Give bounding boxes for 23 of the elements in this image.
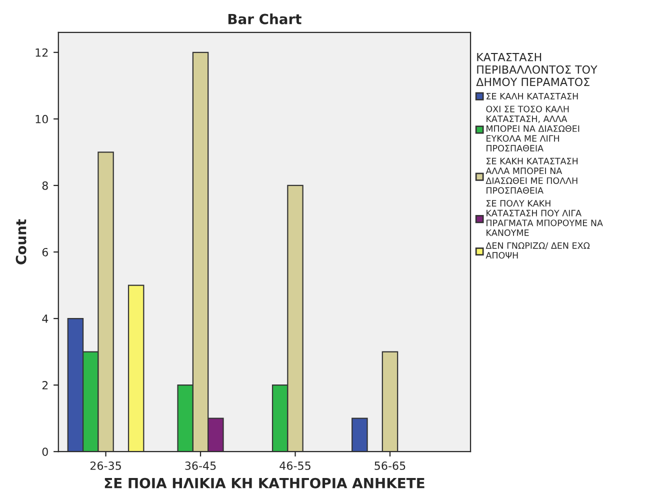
chart-title: Bar Chart: [228, 14, 302, 24]
y-tick-label: 12: [36, 48, 48, 57]
x-tick-label: 56-65: [374, 462, 406, 470]
legend-label: ΔΕΝ ΓΝΩΡΙΖΩ/ ΔΕΝ ΕΧΩ ΑΠΟΨΗ: [486, 242, 590, 259]
legend-label: ΣΕ ΚΑΚΗ ΚΑΤΑΣΤΑΣΗ ΑΛΛΑ ΜΠΟΡΕΙ ΝΑ ΔΙΑΣΩΘΕΙ ΜΕ ΠΟΛΛΗ ΠΡΟΣΠΑΘΕΙΑ: [486, 158, 578, 194]
y-tick-label: 6: [42, 248, 48, 256]
legend-label: ΟΧΙ ΣΕ ΤΟΣΟ ΚΑΛΗ ΚΑΤΑΣΤΑΣΗ, ΑΛΛΑ ΜΠΟΡΕΙ ΝΑ ΔΙΑΣΩΘΕΙ ΕΥΚΟΛΑ ΜΕ ΛΙΓΗ ΠΡΟΣΠΑΘΕΙΑ: [486, 106, 580, 152]
y-tick-label: 2: [42, 381, 48, 390]
x-tick-label: 36-45: [185, 462, 216, 470]
y-tick-label: 10: [36, 114, 48, 124]
legend-label: ΣΕ ΚΑΛΗ ΚΑΤΑΣΤΑΣΗ: [486, 92, 578, 100]
x-tick-label: 26-35: [90, 462, 121, 470]
x-axis-title: ΣΕ ΠΟΙΑ ΗΛΙΚΙΑ ΚΗ ΚΑΤΗΓΟΡΙΑ ΑΝΗΚΕΤΕ: [104, 478, 424, 488]
bar: [382, 351, 398, 452]
y-tick-label: 0: [42, 448, 48, 456]
legend-title: ΚΑΤΑΣΤΑΣΗ ΠΕΡΙΒΑΛΛΟΝΤΟΣ ΤΟΥ ΔΗΜΟΥ ΠΕΡΑΜΑΤΟΣ: [476, 53, 598, 86]
bar: [352, 418, 368, 452]
bar: [128, 284, 144, 452]
y-tick-label: 4: [42, 314, 48, 323]
y-axis-title: Count: [16, 219, 26, 264]
x-tick-label: 46-55: [280, 462, 310, 470]
legend-label: ΣΕ ΠΟΛΥ ΚΑΚΗ ΚΑΤΑΣΤΑΣΗ ΠΟΥ ΛΙΓΑ ΠΡΑΓΜΑΤΑ ΜΠΟΡΟΥΜΕ ΝΑ ΚΑΝΟΥΜΕ: [486, 200, 603, 236]
y-tick-label: 8: [42, 181, 48, 190]
